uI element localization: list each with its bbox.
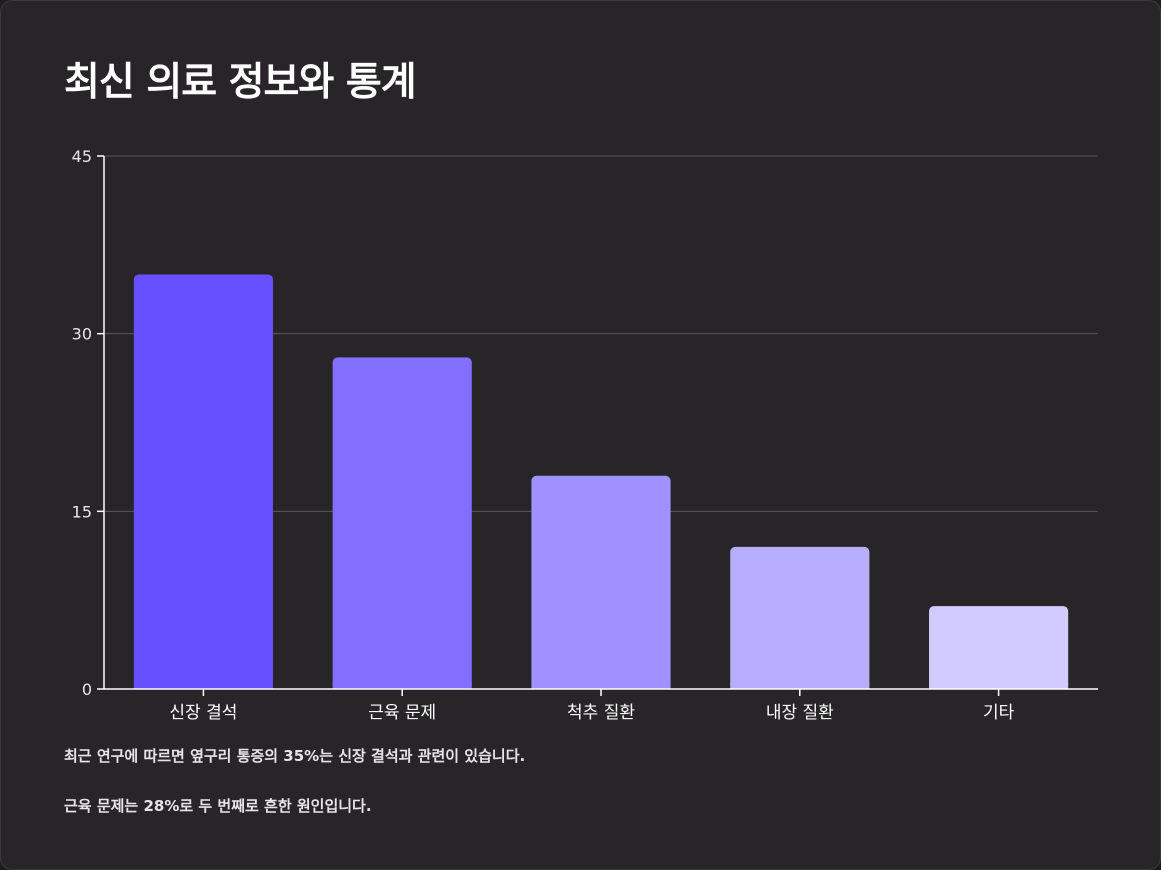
y-tick-label: 15 bbox=[72, 502, 92, 521]
x-tick-label: 근육 문제 bbox=[368, 703, 436, 723]
insight-text: 근육 문제는 28%로 두 번째로 흔한 원인입니다. bbox=[64, 797, 372, 815]
bar bbox=[730, 546, 870, 689]
x-tick-label: 기타 bbox=[983, 703, 1015, 723]
tick-labels: 0 15 30 45 신장 결석 근육 문제 척추 질환 내장 질환 기타 bbox=[72, 147, 1015, 723]
y-tick-label: 0 bbox=[82, 680, 92, 699]
bar-base bbox=[332, 683, 472, 689]
bar bbox=[133, 274, 273, 689]
bar-base bbox=[929, 683, 1069, 689]
x-tick-label: 척추 질환 bbox=[567, 703, 635, 723]
bar-base bbox=[730, 683, 870, 689]
insight-text: 최근 연구에 따르면 옆구리 통증의 35%는 신장 결석과 관련이 있습니다. bbox=[64, 747, 526, 765]
bar-base bbox=[531, 683, 671, 689]
bar bbox=[531, 475, 671, 689]
x-tick-label: 내장 질환 bbox=[766, 703, 834, 723]
x-tick-label: 신장 결석 bbox=[169, 703, 237, 723]
y-tick-label: 45 bbox=[72, 147, 92, 166]
axes bbox=[97, 155, 1098, 696]
bar-chart: 0 15 30 45 신장 결석 근육 문제 척추 질환 내장 질환 기타 bbox=[72, 147, 1098, 723]
bar bbox=[332, 357, 472, 689]
bars bbox=[133, 274, 1069, 689]
y-tick-label: 30 bbox=[72, 325, 92, 344]
bar bbox=[929, 606, 1069, 689]
page-title: 최신 의료 정보와 통계 bbox=[64, 60, 417, 105]
bar-base bbox=[133, 683, 273, 689]
